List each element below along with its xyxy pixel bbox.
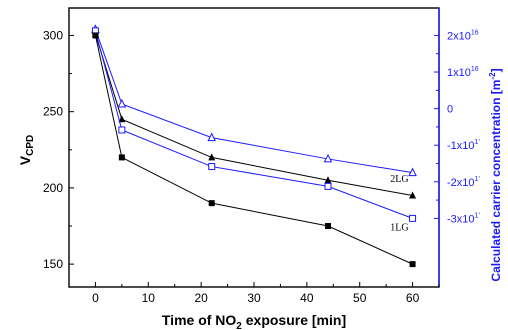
series-line (94, 30, 413, 219)
y2-tick-base: -3x10 (447, 213, 475, 225)
series-line (94, 35, 413, 265)
data-point (324, 176, 332, 184)
plot-frame (68, 7, 440, 288)
y2-tick-exp: 16 (471, 66, 479, 73)
y2-tick-exp: 1’ (475, 176, 481, 183)
y2-tick-label: 0 (447, 104, 453, 116)
y2-tick-exp: 1’ (475, 212, 481, 219)
y-tick-label: 300 (43, 28, 63, 42)
y2-tick-label: 1x1016 (447, 66, 479, 79)
series-label: 1LG (390, 223, 408, 234)
right-axis-title-sup: -2 (488, 72, 497, 80)
y2-tick-base: -2x10 (447, 177, 475, 189)
x-tick-label: 60 (406, 291, 420, 305)
data-point (409, 191, 417, 199)
x-axis-title: Time of NO2 exposure [min] (162, 312, 346, 330)
right-axis-title-main: Calculated carrier concentration [m (489, 80, 503, 282)
y2-tick-label: -3x101’ (447, 212, 480, 225)
data-point (323, 153, 333, 163)
data-point (208, 153, 216, 161)
x-axis-title-part1: Time of NO (162, 312, 237, 328)
y2-tick-exp: 16 (471, 29, 479, 36)
x-tick-label: 0 (92, 291, 99, 305)
data-point (207, 132, 217, 142)
series-line (94, 29, 413, 174)
y-axis-title-subscript: CPD (25, 135, 36, 156)
y2-tick-base: 1x10 (447, 67, 471, 79)
series-layer: 2LG 1LG (91, 24, 417, 268)
data-point (208, 200, 215, 207)
y-tick-label: 150 (43, 257, 63, 271)
data-point (324, 182, 332, 190)
data-point (118, 115, 126, 123)
y2-tick-base: -1x10 (447, 140, 475, 152)
y2-tick-exp: 1’ (475, 139, 481, 146)
data-point (325, 223, 331, 230)
series-label: 2LG (390, 174, 408, 185)
data-point (118, 154, 125, 161)
y2-tick-label: 2x1016 (447, 29, 479, 42)
x-axis-title-subscript: 2 (236, 321, 242, 330)
data-point (409, 261, 416, 268)
series-line (94, 33, 413, 197)
y-tick-label: 200 (43, 181, 63, 195)
right-axis-title: Calculated carrier concentration [m-2] (488, 68, 503, 281)
right-axis-title-end: ] (489, 68, 503, 72)
data-point (118, 126, 126, 134)
y-tick-label: 250 (43, 105, 63, 119)
y2-tick-label: -1x101’ (447, 139, 480, 152)
y-axis-title-main: V (17, 155, 33, 165)
x-tick-label: 20 (194, 291, 208, 305)
x-tick-label: 10 (142, 291, 156, 305)
data-point (409, 214, 417, 222)
data-point (208, 163, 216, 171)
y2-tick-base: 0 (447, 104, 453, 116)
x-tick-label: 30 (247, 291, 261, 305)
data-point (117, 98, 127, 108)
data-point (408, 167, 417, 177)
y2-tick-label: -2x101’ (447, 176, 480, 189)
y2-tick-base: 2x10 (447, 30, 471, 42)
y-axis-title: VCPD (17, 135, 36, 165)
x-tick-label: 50 (353, 291, 367, 305)
x-tick-label: 40 (300, 291, 314, 305)
data-point (92, 32, 99, 39)
x-axis-title-part2: exposure [min] (242, 312, 346, 328)
